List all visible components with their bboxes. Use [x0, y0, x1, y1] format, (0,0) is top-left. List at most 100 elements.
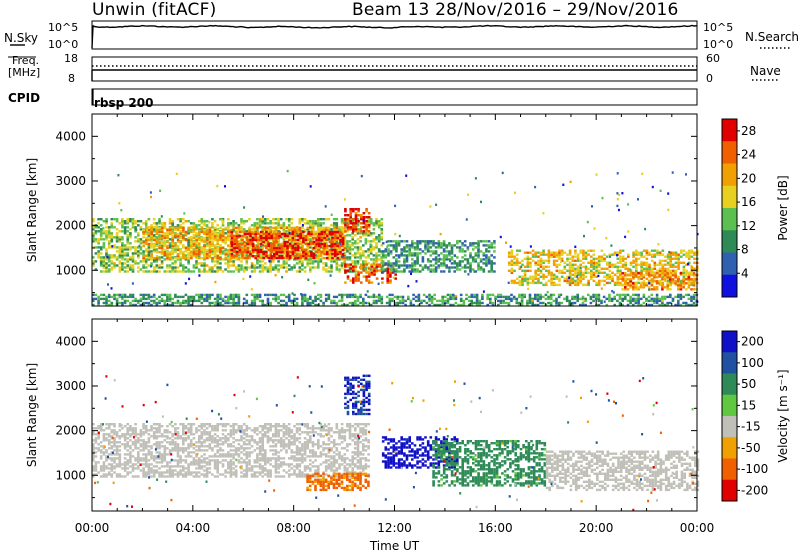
power-cell: [131, 258, 135, 261]
power-cell: [295, 303, 299, 307]
power-cell: [481, 301, 484, 305]
power-scatter-point: [534, 185, 537, 189]
power-cell: [317, 246, 320, 250]
power-cell: [645, 263, 649, 266]
power-cell: [317, 226, 320, 230]
power-cell: [669, 284, 672, 287]
power-cell: [256, 297, 259, 301]
power-cell: [277, 226, 280, 230]
power-cell: [253, 250, 257, 254]
power-cell: [102, 270, 106, 273]
power-cell: [395, 246, 398, 249]
power-scatter-point: [284, 226, 287, 229]
power-cell: [279, 218, 283, 221]
power-cell: [270, 256, 273, 260]
power-cell: [208, 268, 212, 271]
power-cell: [474, 242, 478, 245]
power-cell: [229, 264, 233, 267]
power-cell: [163, 234, 167, 238]
power-cell: [645, 273, 649, 276]
power-cell: [346, 265, 350, 268]
power-cell: [679, 293, 683, 297]
power-cell: [357, 275, 360, 278]
power-cell: [531, 259, 535, 262]
power-cell: [658, 261, 662, 264]
power-cell: [542, 267, 545, 270]
power-cell: [391, 299, 394, 303]
power-cell: [211, 242, 214, 246]
power-cell: [200, 301, 204, 305]
power-cell: [285, 262, 288, 265]
power-cell: [579, 303, 582, 307]
power-cell: [493, 256, 496, 259]
power-cell: [211, 244, 214, 248]
power-cell: [408, 252, 411, 255]
power-cell: [616, 283, 620, 287]
power-cell: [171, 250, 175, 254]
power-cell: [213, 232, 217, 236]
power-cell: [367, 218, 370, 221]
power-cell: [458, 246, 462, 249]
power-cell: [613, 263, 617, 266]
power-cell: [523, 273, 527, 276]
power-cell: [235, 238, 238, 242]
power-cell: [453, 262, 456, 265]
power-cell: [526, 301, 529, 305]
power-cell: [584, 265, 588, 268]
power-cell: [253, 270, 257, 273]
power-cell: [597, 259, 601, 262]
power-cell: [429, 242, 433, 245]
power-cell: [536, 295, 540, 299]
power-cell: [471, 260, 475, 263]
power-cell: [645, 282, 648, 285]
power-cell: [160, 224, 164, 227]
power-cell: [285, 232, 288, 236]
power-cell: [312, 252, 316, 256]
power-scatter-point: [520, 265, 523, 269]
power-cell: [344, 230, 347, 233]
power-cell: [419, 270, 422, 273]
power-cell: [360, 214, 363, 217]
power-cell: [203, 238, 206, 241]
power-cell: [219, 266, 222, 269]
power-cell: [152, 248, 156, 251]
power-cell: [359, 301, 362, 305]
power-cell: [158, 244, 161, 248]
power-scatter-point: [593, 227, 596, 230]
power-cell: [227, 270, 230, 273]
power-cell: [343, 293, 347, 297]
power-cell: [528, 295, 532, 299]
power-cell: [192, 242, 196, 246]
power-cell: [92, 220, 95, 223]
power-cell: [370, 265, 374, 268]
power-cell: [372, 301, 376, 305]
power-cell: [327, 256, 331, 260]
power-scatter-point: [107, 283, 109, 286]
power-cell: [314, 256, 318, 260]
power-cell: [526, 265, 530, 268]
power-cell: [242, 268, 246, 271]
power-cell: [219, 252, 222, 256]
power-cell: [315, 250, 318, 254]
power-cell: [269, 258, 272, 261]
power-cell: [113, 266, 116, 269]
power-cell: [272, 260, 275, 263]
power-cell: [187, 236, 190, 240]
power-cell: [174, 232, 177, 236]
power-cell: [515, 261, 519, 264]
power-cell: [200, 240, 204, 243]
power-cell: [405, 260, 409, 263]
power-cell: [537, 279, 540, 283]
power-cell: [482, 270, 486, 273]
power-cell: [192, 266, 196, 269]
power-cell: [208, 240, 212, 244]
power-cell: [392, 264, 396, 267]
power-cell: [213, 228, 217, 231]
nsky-tick-top: 10^5: [48, 21, 79, 34]
power-cell: [576, 295, 579, 299]
power-cell: [306, 299, 309, 303]
power-cell: [405, 246, 409, 249]
power-cell: [539, 293, 542, 297]
power-cell: [155, 266, 159, 269]
power-cell: [653, 267, 657, 270]
